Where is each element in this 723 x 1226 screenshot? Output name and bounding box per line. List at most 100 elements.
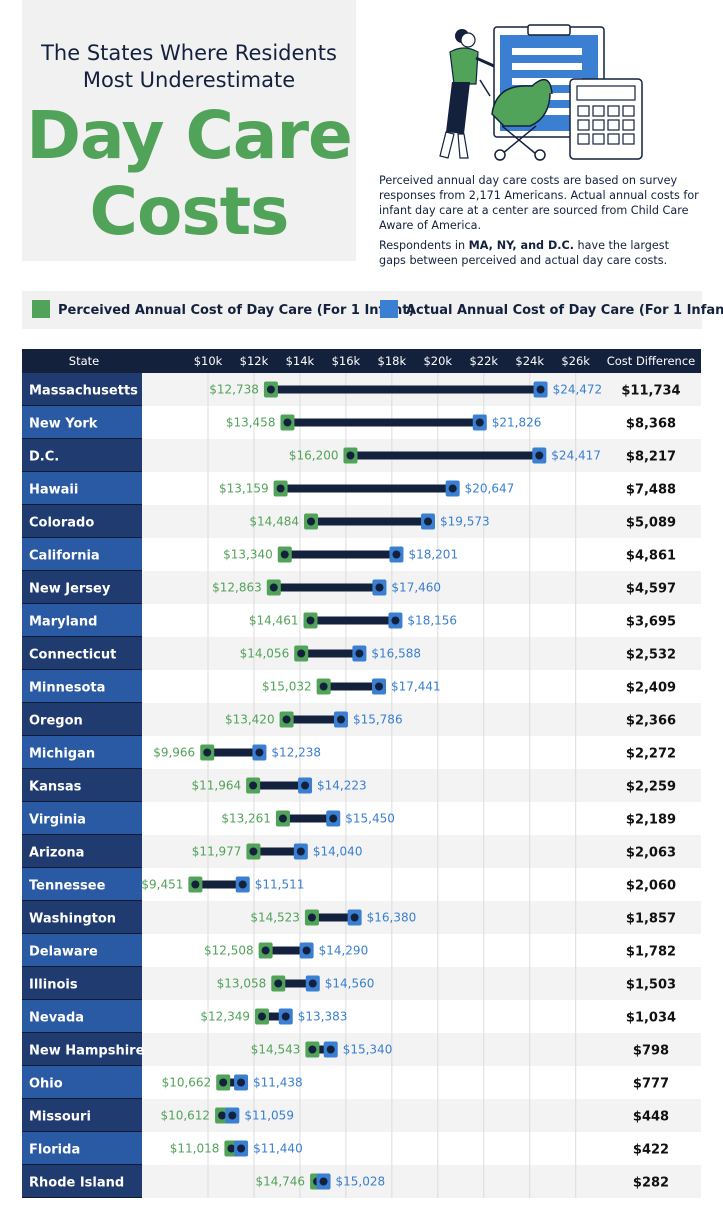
parent-with-stroller-calendar-calculator-icon bbox=[439, 24, 643, 161]
state-cell bbox=[22, 1099, 142, 1132]
cost-difference-value: $2,272 bbox=[626, 747, 676, 762]
perceived-marker-dot bbox=[319, 682, 328, 691]
state-cell-divider bbox=[22, 669, 142, 670]
state-label: Illinois bbox=[29, 978, 78, 993]
perceived-value-label: $10,612 bbox=[160, 1109, 210, 1123]
cost-difference-value: $798 bbox=[633, 1044, 669, 1059]
actual-value-label: $16,588 bbox=[371, 647, 421, 661]
perceived-value-label: $11,977 bbox=[192, 845, 242, 859]
state-cell bbox=[22, 670, 142, 703]
x-tick-label: $22k bbox=[469, 354, 498, 368]
actual-value-label: $14,290 bbox=[319, 944, 369, 958]
actual-marker-dot bbox=[308, 979, 317, 988]
actual-value-label: $15,340 bbox=[343, 1043, 393, 1057]
actual-marker-dot bbox=[302, 946, 311, 955]
cost-difference-value: $2,189 bbox=[626, 813, 676, 828]
perceived-marker-dot bbox=[266, 385, 275, 394]
state-cell-divider bbox=[22, 636, 142, 637]
cost-difference-value: $1,034 bbox=[626, 1011, 676, 1026]
x-tick-label: $10k bbox=[194, 354, 223, 368]
perceived-marker-dot bbox=[346, 451, 355, 460]
description-p2: Respondents in MA, NY, and D.C. have the… bbox=[379, 238, 699, 268]
actual-marker-dot bbox=[374, 682, 383, 691]
actual-value-label: $18,156 bbox=[407, 614, 457, 628]
table-header bbox=[22, 349, 701, 373]
cost-difference-value: $1,782 bbox=[626, 945, 676, 960]
actual-value-label: $15,028 bbox=[336, 1175, 386, 1189]
description-p2-end: have the largest gaps between perceived … bbox=[379, 239, 669, 267]
state-label: Connecticut bbox=[29, 648, 116, 663]
actual-marker-dot bbox=[319, 1177, 328, 1186]
state-cell bbox=[22, 934, 142, 967]
actual-value-label: $11,440 bbox=[253, 1142, 303, 1156]
state-cell bbox=[22, 1066, 142, 1099]
x-tick-label: $18k bbox=[378, 354, 407, 368]
state-cell-divider bbox=[22, 801, 142, 802]
state-cell-divider bbox=[22, 735, 142, 736]
state-label: Minnesota bbox=[29, 681, 105, 696]
perceived-marker-dot bbox=[203, 748, 212, 757]
actual-value-label: $13,383 bbox=[298, 1010, 348, 1024]
state-cell-divider bbox=[22, 900, 142, 901]
row-background bbox=[142, 1033, 701, 1066]
x-tick-label: $20k bbox=[423, 354, 452, 368]
state-cell bbox=[22, 736, 142, 769]
perceived-marker-dot bbox=[227, 1144, 236, 1153]
state-cell-divider bbox=[22, 1098, 142, 1099]
cost-difference-value: $777 bbox=[633, 1077, 669, 1092]
actual-marker-dot bbox=[423, 517, 432, 526]
state-cell-divider bbox=[22, 405, 142, 406]
cost-difference-value: $2,060 bbox=[626, 879, 676, 894]
cost-difference-value: $422 bbox=[633, 1143, 669, 1158]
row-background bbox=[142, 802, 701, 835]
state-cell-divider bbox=[22, 1164, 142, 1165]
actual-value-label: $20,647 bbox=[465, 482, 515, 496]
state-label: Kansas bbox=[29, 780, 82, 795]
state-cell bbox=[22, 538, 142, 571]
state-cell-divider bbox=[22, 867, 142, 868]
state-cell-divider bbox=[22, 570, 142, 571]
state-cell bbox=[22, 505, 142, 538]
state-cell-divider bbox=[22, 471, 142, 472]
actual-marker-dot bbox=[391, 616, 400, 625]
state-label: Washington bbox=[29, 912, 116, 927]
actual-value-label: $21,826 bbox=[492, 416, 542, 430]
state-cell bbox=[22, 868, 142, 901]
legend-actual-swatch bbox=[380, 300, 398, 318]
actual-marker-dot bbox=[237, 1144, 246, 1153]
actual-marker-dot bbox=[228, 1111, 237, 1120]
cost-difference-value: $3,695 bbox=[626, 615, 676, 630]
state-label: D.C. bbox=[29, 450, 59, 465]
row-background bbox=[142, 769, 701, 802]
x-tick-label: $24k bbox=[515, 354, 544, 368]
state-cell-divider bbox=[22, 1131, 142, 1132]
actual-value-label: $24,472 bbox=[553, 383, 603, 397]
actual-value-label: $17,441 bbox=[391, 680, 441, 694]
state-cell bbox=[22, 1000, 142, 1033]
perceived-value-label: $14,461 bbox=[249, 614, 299, 628]
legend-perceived-swatch bbox=[32, 300, 50, 318]
state-cell-divider bbox=[22, 999, 142, 1000]
perceived-marker-dot bbox=[219, 1078, 228, 1087]
state-cell-divider bbox=[22, 603, 142, 604]
actual-marker-dot bbox=[255, 748, 264, 757]
perceived-marker-dot bbox=[261, 946, 270, 955]
state-label: Ohio bbox=[29, 1077, 63, 1092]
state-cell bbox=[22, 703, 142, 736]
row-background bbox=[142, 967, 701, 1000]
actual-value-label: $14,560 bbox=[325, 977, 375, 991]
row-background bbox=[142, 637, 701, 670]
actual-value-label: $11,059 bbox=[244, 1109, 294, 1123]
state-cell-divider bbox=[22, 537, 142, 538]
perceived-value-label: $9,451 bbox=[141, 878, 183, 892]
cost-difference-value: $11,734 bbox=[621, 384, 680, 399]
state-cell bbox=[22, 472, 142, 505]
description-p1: Perceived annual day care costs are base… bbox=[379, 174, 699, 232]
state-label: Florida bbox=[29, 1143, 80, 1158]
actual-marker-dot bbox=[355, 649, 364, 658]
perceived-value-label: $14,523 bbox=[250, 911, 300, 925]
actual-marker-dot bbox=[475, 418, 484, 427]
perceived-value-label: $13,420 bbox=[225, 713, 275, 727]
cost-difference-value: $282 bbox=[633, 1176, 669, 1191]
